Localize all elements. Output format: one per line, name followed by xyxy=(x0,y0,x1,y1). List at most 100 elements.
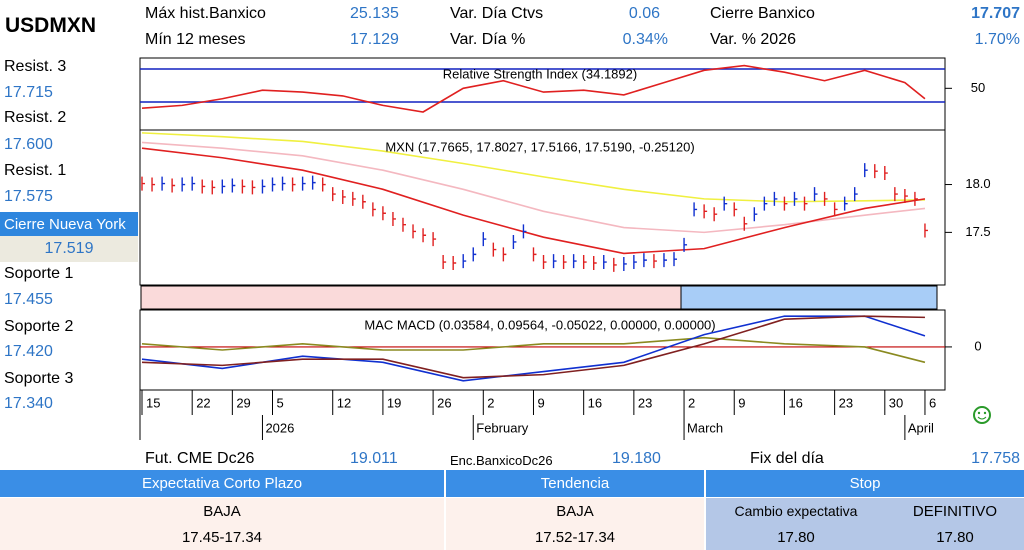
candle xyxy=(894,187,898,202)
level-label: Resist. 1 xyxy=(4,162,67,179)
stat-label: Mín 12 meses xyxy=(145,31,246,48)
stat-label: Var. % 2026 xyxy=(710,31,796,48)
y-tick-label: 50 xyxy=(971,80,985,95)
candle xyxy=(552,254,557,269)
candle xyxy=(823,191,828,206)
candle xyxy=(683,237,688,252)
status-icon xyxy=(983,411,987,415)
candle xyxy=(733,202,738,217)
candle xyxy=(181,177,186,192)
candle xyxy=(281,176,286,191)
candle xyxy=(763,196,768,211)
symbol: USDMXN xyxy=(5,14,97,37)
candle xyxy=(412,224,417,239)
x-tick-label: 16 xyxy=(588,395,602,410)
series-line xyxy=(141,64,926,113)
level-value: 17.600 xyxy=(4,136,53,153)
series-line xyxy=(141,147,926,255)
x-tick-label: 29 xyxy=(236,395,250,410)
candle xyxy=(572,254,577,269)
candle xyxy=(342,189,346,204)
y-tick-label: 17.5 xyxy=(965,224,990,239)
table-cell: 17.52-17.34 xyxy=(534,528,616,546)
candle xyxy=(693,202,698,217)
x-tick-label: 2 xyxy=(688,395,695,410)
panel-title: MXN (17.7665, 17.8027, 17.5166, 17.5190,… xyxy=(385,139,694,154)
candle xyxy=(231,178,236,193)
table-cell: DEFINITIVO xyxy=(912,502,998,520)
candle xyxy=(141,176,145,191)
series-line xyxy=(141,132,925,203)
candle xyxy=(321,177,326,192)
status-icon xyxy=(973,406,991,424)
table-cell-bg xyxy=(446,498,704,550)
candle xyxy=(382,206,386,221)
candle xyxy=(311,175,316,190)
stat-value: 25.135 xyxy=(350,5,399,22)
table-cell: 17.45-17.34 xyxy=(181,528,263,546)
candle xyxy=(332,187,336,202)
stat-value: 17.129 xyxy=(350,31,399,48)
candle xyxy=(723,196,728,211)
x-tick-label: 15 xyxy=(146,395,160,410)
candle xyxy=(713,207,718,222)
x-tick-label: 9 xyxy=(537,395,544,410)
candle xyxy=(593,255,597,270)
candle xyxy=(291,177,296,192)
futures-label: Enc.BanxicoDc26 xyxy=(450,453,553,468)
x-tick-label: 5 xyxy=(276,395,283,410)
stat-value: 0.06 xyxy=(628,5,660,22)
stat-label: Máx hist.Banxico xyxy=(145,5,266,22)
trend-strip xyxy=(680,285,938,310)
candle xyxy=(442,255,447,270)
candle xyxy=(422,228,427,243)
x-tick-label: 9 xyxy=(738,395,745,410)
candle xyxy=(261,179,266,194)
table-cell: 17.80 xyxy=(777,528,815,546)
candle xyxy=(462,254,467,269)
x-tick-label: 2 xyxy=(487,395,494,410)
candle xyxy=(271,177,276,192)
candle xyxy=(753,207,758,222)
candle xyxy=(743,216,748,231)
candle xyxy=(582,255,587,270)
candle xyxy=(372,202,376,217)
candle xyxy=(402,217,406,232)
level-label: Resist. 3 xyxy=(4,58,67,75)
ny-close-value: 17.519 xyxy=(0,236,138,262)
panel-title: MAC MACD (0.03584, 0.09564, -0.05022, 0.… xyxy=(364,317,715,332)
level-value: 17.455 xyxy=(4,291,53,308)
table-header: Expectativa Corto Plazo xyxy=(0,470,444,497)
level-label: Soporte 1 xyxy=(4,265,74,282)
candle xyxy=(171,178,176,193)
table-cell-bg xyxy=(706,498,1024,550)
table-cell: 17.80 xyxy=(936,528,974,546)
candle xyxy=(522,224,527,239)
candle xyxy=(813,187,818,202)
series-line xyxy=(141,315,925,379)
stat-label: Cierre Banxico xyxy=(710,5,815,22)
candle xyxy=(633,255,637,270)
x-tick-label: 22 xyxy=(196,395,210,410)
stat-value: 0.34% xyxy=(622,31,668,48)
stat-label: Var. Día % xyxy=(450,31,526,48)
ny-close-label: Cierre Nueva York xyxy=(0,212,138,236)
level-value: 17.340 xyxy=(4,395,53,412)
candle xyxy=(352,191,356,206)
stat-value: 1.70% xyxy=(974,31,1020,48)
futures-value: 19.011 xyxy=(350,450,398,467)
level-label: Resist. 2 xyxy=(4,109,67,126)
candle xyxy=(773,191,778,206)
x-tick-label: 30 xyxy=(889,395,903,410)
futures-value: 19.180 xyxy=(612,450,661,467)
candle xyxy=(673,252,678,267)
candle xyxy=(362,194,366,209)
status-icon xyxy=(977,411,981,415)
candle xyxy=(603,255,607,270)
candle xyxy=(432,232,437,247)
candle xyxy=(161,176,166,191)
month-label: 2026 xyxy=(265,420,294,435)
candle xyxy=(904,189,908,204)
